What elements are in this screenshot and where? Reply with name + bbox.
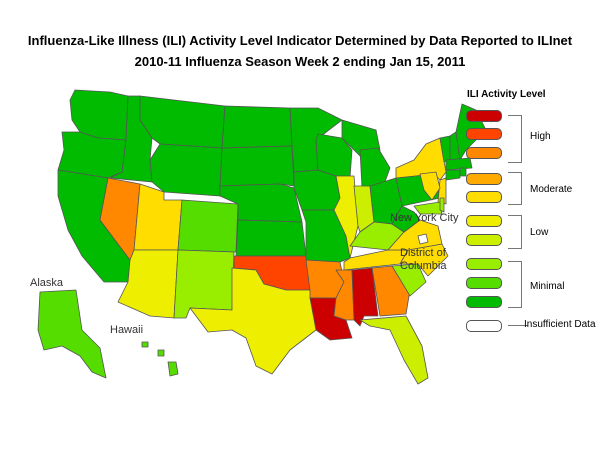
state-west-virginia: [391, 205, 421, 233]
state-south-dakota: [219, 145, 295, 187]
state-wyoming: [149, 143, 223, 197]
state-montana: [139, 95, 226, 149]
state-kansas: [235, 219, 307, 257]
state-utah: [133, 183, 183, 251]
state-florida: [359, 315, 429, 385]
state-illinois: [333, 175, 359, 259]
state-oregon: [57, 131, 127, 179]
label-hawaii: Hawaii: [110, 324, 144, 336]
map-title: Influenza-Like Illness (ILI) Activity Le…: [27, 33, 573, 48]
state-massachusetts: [445, 157, 473, 171]
state-south-carolina: [391, 263, 427, 297]
state-maine: [455, 103, 487, 161]
dc-marker: [417, 233, 429, 245]
state-colorado: [177, 199, 239, 253]
nyc-inset: [419, 171, 441, 201]
state-north-dakota: [221, 105, 293, 149]
state-maryland: [413, 201, 443, 215]
label-dc-line2: Columbia: [400, 260, 447, 272]
state-rhode-island: [459, 167, 467, 177]
state-connecticut: [445, 169, 461, 181]
state-hawaii-maui: [157, 349, 165, 357]
label-dc-line1: District of: [400, 247, 446, 259]
state-iowa: [293, 169, 341, 211]
state-new-jersey: [437, 177, 447, 205]
map-subtitle: 2010-11 Influenza Season Week 2 ending J…: [134, 54, 466, 69]
label-alaska: Alaska: [30, 277, 64, 289]
state-new-mexico: [173, 249, 235, 319]
state-texas: [189, 267, 317, 375]
state-hawaii-big: [167, 361, 179, 377]
label-new-york-city: New York City: [390, 212, 459, 224]
state-alaska: [37, 289, 107, 379]
state-hawaii-oahu: [141, 341, 149, 348]
state-michigan-lower: [359, 147, 391, 191]
state-delaware: [439, 197, 445, 213]
state-arkansas: [305, 259, 345, 299]
